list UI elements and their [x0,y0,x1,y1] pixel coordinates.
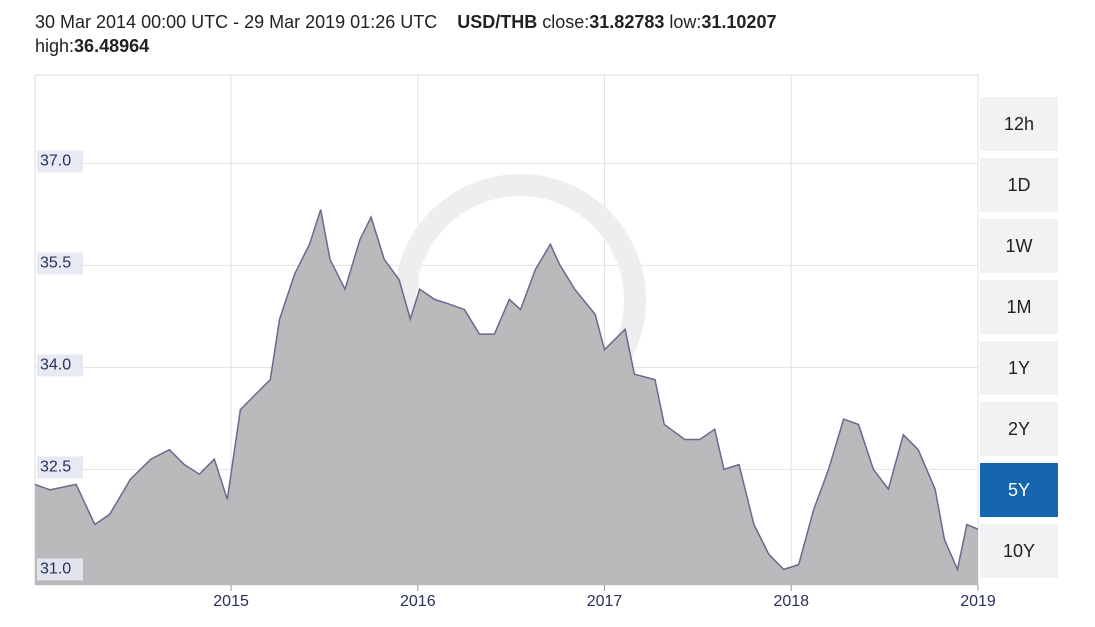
x-tick-label: 2019 [960,593,996,610]
y-tick-label: 31.0 [40,561,71,578]
y-tick-label: 37.0 [40,153,71,170]
y-tick-label: 34.0 [40,357,71,374]
y-tick-bg [37,456,83,479]
y-tick-bg [37,558,83,581]
y-tick-bg [37,150,83,173]
x-tick-label: 2016 [400,593,436,610]
range-button[interactable]: 12h [980,97,1058,151]
range-button[interactable]: 1M [980,280,1058,334]
line [34,209,979,572]
date-range: 30 Mar 2014 00:00 UTC - 29 Mar 2019 01:2… [35,12,438,32]
range-button[interactable]: 2Y [980,402,1058,456]
y-tick-bg [37,354,83,377]
stat-value: 36.48964 [74,36,150,56]
stat-label: low: [669,12,702,32]
area [35,209,978,585]
x-tick-label: 2017 [587,593,623,610]
stat-label: high: [35,36,75,56]
y-tick-bg [37,252,83,275]
stat-label: close: [542,12,590,32]
header: 30 Mar 2014 00:00 UTC - 29 Mar 2019 01:2… [35,10,955,58]
x-tick-label: 2015 [213,593,249,610]
y-tick-label: 35.5 [40,255,71,272]
range-button[interactable]: 1D [980,158,1058,212]
range-button[interactable]: 10Y [980,524,1058,578]
range-button[interactable]: 1W [980,219,1058,273]
x-tick-label: 2018 [773,593,809,610]
stat-value: 31.82783 [589,12,665,32]
stat-value: 31.10207 [701,12,777,32]
y-tick-label: 32.5 [40,459,71,476]
range-button[interactable]: 5Y [980,463,1058,517]
pair: USD/THB [457,12,538,32]
range-button[interactable]: 1Y [980,341,1058,395]
